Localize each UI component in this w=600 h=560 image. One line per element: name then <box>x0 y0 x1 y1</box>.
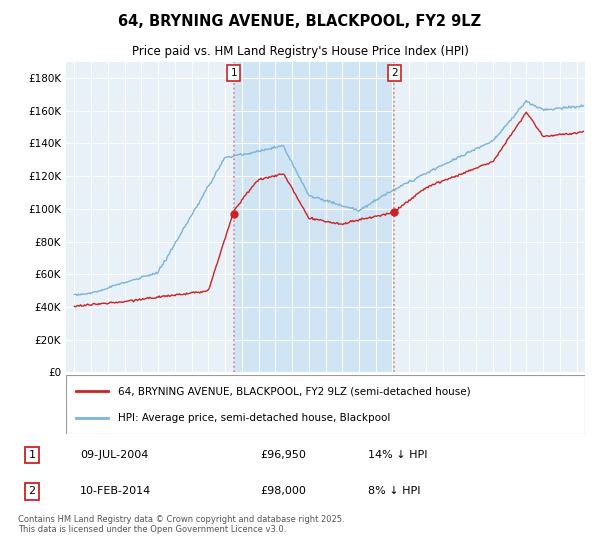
Text: 10-FEB-2014: 10-FEB-2014 <box>80 487 151 496</box>
Text: 09-JUL-2004: 09-JUL-2004 <box>80 450 148 460</box>
Text: HPI: Average price, semi-detached house, Blackpool: HPI: Average price, semi-detached house,… <box>118 413 390 423</box>
Text: 1: 1 <box>29 450 35 460</box>
Text: 64, BRYNING AVENUE, BLACKPOOL, FY2 9LZ: 64, BRYNING AVENUE, BLACKPOOL, FY2 9LZ <box>118 14 482 29</box>
Text: 2: 2 <box>391 68 397 78</box>
Text: 64, BRYNING AVENUE, BLACKPOOL, FY2 9LZ (semi-detached house): 64, BRYNING AVENUE, BLACKPOOL, FY2 9LZ (… <box>118 386 470 396</box>
Text: 2: 2 <box>29 487 35 496</box>
Text: 1: 1 <box>230 68 237 78</box>
Bar <box>234 62 394 372</box>
Text: Contains HM Land Registry data © Crown copyright and database right 2025.
This d: Contains HM Land Registry data © Crown c… <box>18 515 344 534</box>
Text: Price paid vs. HM Land Registry's House Price Index (HPI): Price paid vs. HM Land Registry's House … <box>131 45 469 58</box>
Text: £96,950: £96,950 <box>260 450 307 460</box>
Text: 14% ↓ HPI: 14% ↓ HPI <box>368 450 427 460</box>
Text: £98,000: £98,000 <box>260 487 307 496</box>
Text: 8% ↓ HPI: 8% ↓ HPI <box>368 487 420 496</box>
